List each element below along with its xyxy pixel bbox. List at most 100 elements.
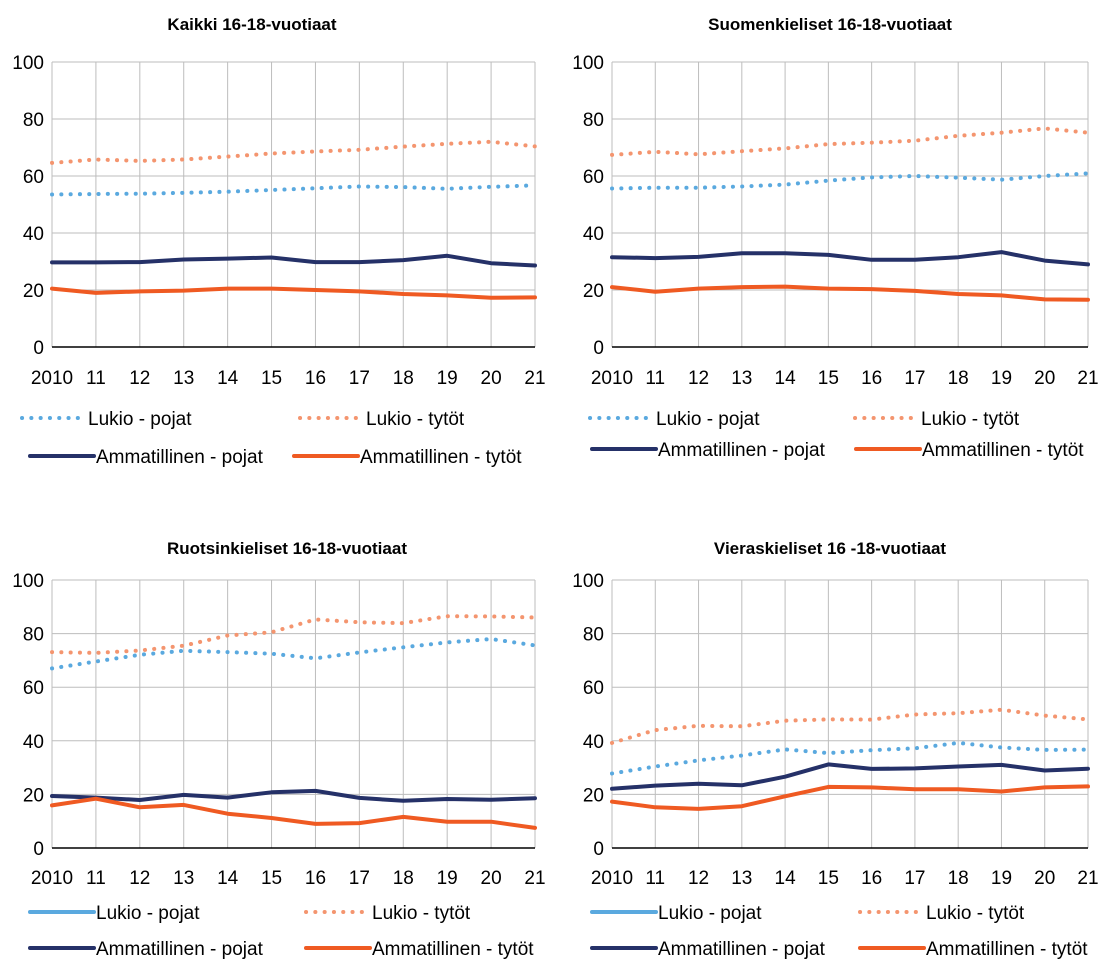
series-line-4	[50, 286, 537, 300]
legend: Lukio - pojat Lukio - tytöt Ammatillinen -…	[588, 409, 1084, 461]
legend-label-3: Ammatillinen - pojat	[658, 440, 826, 461]
x-tick-label: 21	[1077, 368, 1098, 389]
y-tick-label: 20	[583, 281, 604, 302]
y-tick-label: 20	[23, 785, 44, 806]
chart-panel-3: Ruotsinkieliset 16-18-vuotiaat 0 20 40 60 80 1…	[12, 539, 545, 960]
chart-title: Kaikki 16-18-vuotiaat	[167, 15, 336, 34]
y-tick-label: 80	[23, 110, 44, 131]
y-tick-label: 40	[23, 732, 44, 753]
series-line-3	[610, 250, 1090, 267]
y-tick-label: 0	[33, 839, 44, 860]
series-line-2	[610, 126, 1090, 157]
y-tick-label: 40	[583, 732, 604, 753]
y-tick-label: 0	[593, 338, 604, 359]
y-tick-label: 0	[33, 338, 44, 359]
series-line-1	[50, 637, 537, 671]
x-tick-label: 16	[305, 868, 326, 889]
x-tick-label: 16	[861, 868, 882, 889]
y-tick-label: 40	[23, 224, 44, 245]
x-tick-label: 19	[437, 368, 458, 389]
x-tick-label: 17	[904, 368, 925, 389]
x-tick-label: 2010	[591, 368, 633, 389]
series-line-2	[50, 139, 537, 165]
x-tick-label: 14	[775, 368, 797, 389]
y-tick-label: 100	[12, 571, 44, 592]
x-tick-label: 15	[818, 868, 839, 889]
legend-label-3: Ammatillinen - pojat	[96, 447, 264, 468]
x-tick-label: 12	[129, 868, 150, 889]
x-tick-label: 18	[393, 868, 414, 889]
legend-label-1: Lukio - pojat	[88, 409, 192, 430]
y-tick-label: 20	[583, 785, 604, 806]
x-tick-label: 21	[1077, 868, 1098, 889]
legend-label-4: Ammatillinen - tytöt	[360, 447, 522, 468]
series-line-2	[50, 614, 537, 655]
series-line-1	[610, 740, 1090, 776]
x-tick-label: 20	[481, 868, 502, 889]
x-tick-label: 16	[305, 368, 326, 389]
chart-title: Ruotsinkieliset 16-18-vuotiaat	[167, 539, 407, 558]
series-line-1	[50, 183, 537, 197]
x-tick-label: 11	[86, 368, 106, 389]
x-tick-label: 18	[948, 868, 969, 889]
y-tick-label: 100	[572, 571, 604, 592]
x-tick-label: 13	[731, 368, 752, 389]
x-tick-label: 20	[1034, 868, 1055, 889]
legend-label-2: Lukio - tytöt	[926, 903, 1025, 924]
legend-label-1: Lukio - pojat	[96, 903, 200, 924]
x-tick-label: 20	[1034, 368, 1055, 389]
x-tick-label: 17	[904, 868, 925, 889]
series-line-3	[50, 253, 537, 268]
chart-panel-4: Vieraskieliset 16 -18-vuotiaat 0 20 40 60 80 1…	[572, 539, 1098, 960]
x-tick-label: 11	[645, 868, 665, 889]
series-line-3	[610, 762, 1090, 791]
x-tick-label: 19	[991, 368, 1012, 389]
x-tick-label: 18	[948, 368, 969, 389]
x-tick-label: 13	[731, 868, 752, 889]
series-line-4	[50, 796, 537, 830]
legend: Lukio - pojat Lukio - tytöt Ammatillinen -…	[28, 903, 534, 960]
legend: Lukio - pojat Lukio - tytöt Ammatillinen -…	[590, 903, 1088, 960]
x-tick-label: 20	[481, 368, 502, 389]
legend-label-3: Ammatillinen - pojat	[96, 939, 264, 960]
legend-label-1: Lukio - pojat	[658, 903, 762, 924]
x-tick-label: 11	[86, 868, 106, 889]
x-tick-label: 14	[217, 368, 239, 389]
chart-panel-2: Suomenkieliset 16-18-vuotiaat 0 20 40 60 80 10…	[572, 15, 1098, 461]
legend-label-2: Lukio - tytöt	[366, 409, 465, 430]
legend-label-4: Ammatillinen - tytöt	[372, 939, 534, 960]
legend-label-4: Ammatillinen - tytöt	[922, 440, 1084, 461]
x-tick-label: 17	[349, 868, 370, 889]
x-tick-label: 14	[217, 868, 239, 889]
x-tick-label: 2010	[31, 368, 73, 389]
x-tick-label: 18	[393, 368, 414, 389]
gridlines	[51, 61, 536, 347]
legend-label-2: Lukio - tytöt	[372, 903, 471, 924]
x-tick-label: 19	[437, 868, 458, 889]
chart-title: Vieraskieliset 16 -18-vuotiaat	[714, 539, 946, 558]
x-tick-label: 14	[775, 868, 797, 889]
gridlines	[51, 579, 536, 848]
x-tick-label: 21	[524, 368, 545, 389]
legend-label-1: Lukio - pojat	[656, 409, 760, 430]
series-line-4	[610, 284, 1090, 302]
legend-label-3: Ammatillinen - pojat	[658, 939, 826, 960]
x-tick-label: 16	[861, 368, 882, 389]
x-tick-label: 2010	[591, 868, 633, 889]
series-line-4	[610, 784, 1090, 811]
x-tick-label: 11	[645, 368, 665, 389]
chart-panel-1: Kaikki 16-18-vuotiaat 0 20 40 60 80 100 2010 11 1…	[12, 15, 545, 468]
y-tick-label: 60	[23, 167, 44, 188]
x-tick-label: 12	[129, 368, 150, 389]
x-tick-label: 12	[688, 868, 709, 889]
y-tick-label: 100	[572, 53, 604, 74]
legend-label-2: Lukio - tytöt	[921, 409, 1020, 430]
y-tick-label: 20	[23, 281, 44, 302]
series-line-3	[50, 788, 537, 803]
y-tick-label: 0	[593, 839, 604, 860]
gridlines	[611, 61, 1089, 347]
y-tick-label: 60	[23, 678, 44, 699]
y-tick-label: 80	[23, 625, 44, 646]
y-tick-label: 80	[583, 110, 604, 131]
